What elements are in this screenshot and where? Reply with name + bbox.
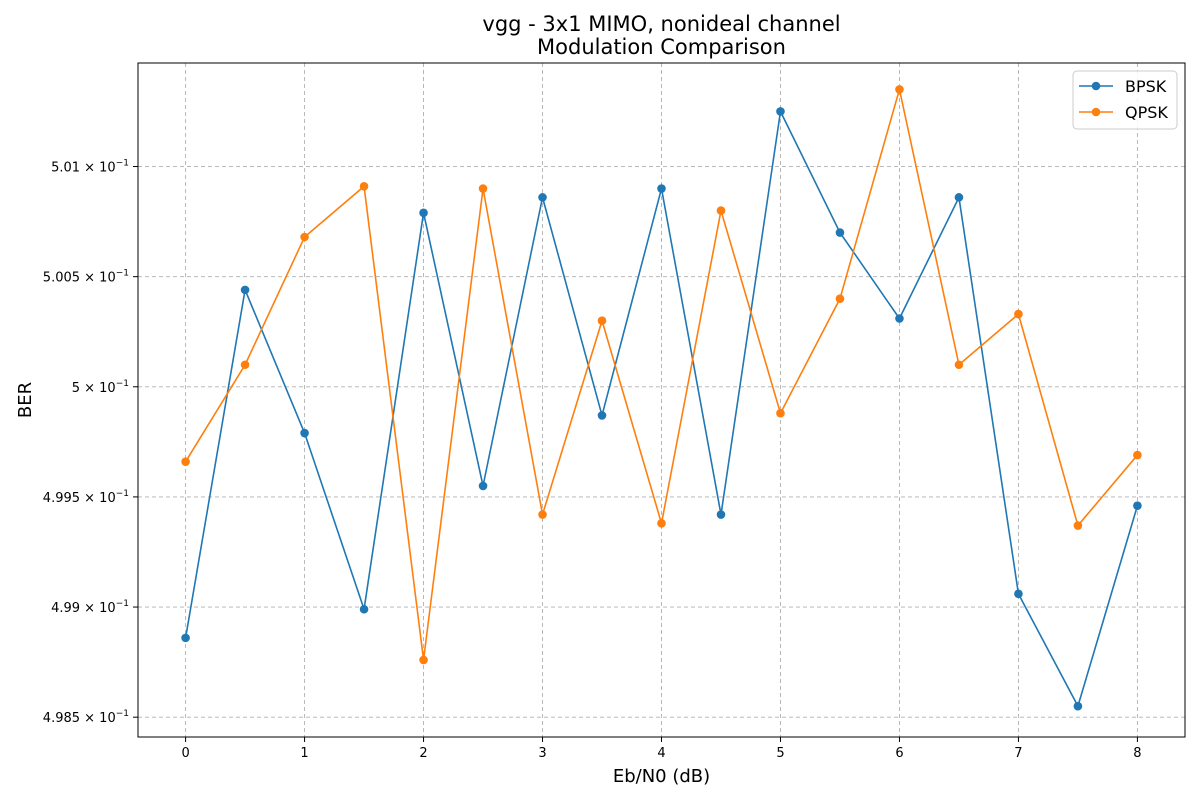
data-point-qpsk [597,316,607,326]
data-point-bpsk [1133,501,1142,511]
x-tick-label: 4 [657,746,665,761]
data-point-bpsk [1014,589,1023,599]
data-point-bpsk [359,604,369,614]
legend: BPSK QPSK [1072,70,1178,130]
y-tick-label: 5.01 × 10−1 [51,159,129,176]
data-point-bpsk [300,428,309,438]
x-tick-label: 2 [419,746,427,761]
data-point-qpsk [1073,521,1083,530]
y-tick-label: 5 × 10−1 [72,379,129,396]
y-tick-label: 4.995 × 10−1 [43,489,129,506]
series-layer [181,85,1142,711]
chart-title: vgg - 3x1 MIMO, nonideal channel [482,12,840,36]
data-point-qpsk [359,182,369,191]
data-point-qpsk [657,519,666,528]
data-point-qpsk [776,408,785,418]
grid-lines [138,63,1185,737]
data-point-bpsk [776,107,785,116]
data-point-qpsk [954,360,964,370]
y-axis-label: BER [15,382,36,418]
legend-label-bpsk: BPSK [1125,77,1167,96]
x-tick-label: 3 [538,746,546,761]
data-point-bpsk [895,314,904,323]
x-tick-label: 0 [181,746,189,761]
data-point-bpsk [181,633,190,643]
data-point-bpsk [597,411,607,420]
x-tick-label: 6 [895,746,903,761]
data-point-qpsk [1014,309,1023,319]
x-tick-label: 5 [776,746,784,761]
data-point-qpsk [835,294,845,303]
data-point-qpsk [240,360,250,370]
legend-marker-bpsk [1091,81,1101,91]
data-point-qpsk [1133,450,1142,460]
data-point-bpsk [419,208,428,218]
data-point-qpsk [716,206,726,215]
data-point-qpsk [538,510,547,519]
data-point-bpsk [716,510,726,519]
data-point-bpsk [240,285,250,295]
data-point-bpsk [835,228,845,237]
data-point-bpsk [538,193,547,202]
y-tick-label: 4.985 × 10−1 [43,709,129,726]
data-point-qpsk [419,655,428,665]
legend-label-qpsk: QPSK [1125,103,1168,122]
y-tick-label: 5.005 × 10−1 [43,269,129,286]
x-axis-label: Eb/N0 (dB) [613,766,710,787]
x-tick-label: 7 [1014,746,1022,761]
data-point-qpsk [895,85,904,94]
data-point-bpsk [954,193,964,202]
legend-marker-qpsk [1091,107,1101,117]
x-tick-label: 8 [1133,746,1141,761]
data-point-qpsk [300,232,309,242]
chart-subtitle: Modulation Comparison [537,35,786,59]
data-point-bpsk [657,184,666,193]
axis-ticks: 0 1 2 3 4 5 6 7 8 4.985 × 10−1 4.99 × 10−1 4.995 × … [43,159,1142,761]
data-point-bpsk [478,481,488,491]
data-point-bpsk [1073,701,1083,711]
x-tick-label: 1 [300,746,308,761]
data-point-qpsk [181,457,190,466]
y-tick-label: 4.99 × 10−1 [51,599,129,616]
data-point-qpsk [478,184,488,193]
